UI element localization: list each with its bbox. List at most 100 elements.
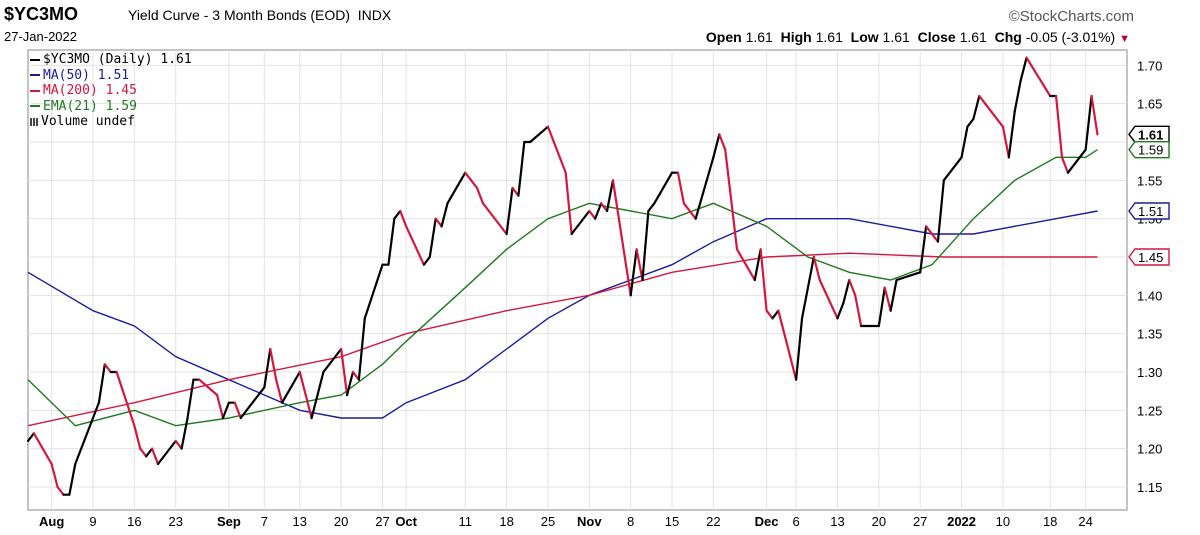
y-tick-label: 1.20 (1137, 442, 1162, 457)
price-segment (629, 248, 638, 297)
price-segment (836, 301, 845, 320)
price-segment (487, 209, 508, 236)
legend-label: $YC3MO (Daily) 1.61 (43, 52, 192, 67)
x-tick-label: 27 (913, 514, 927, 529)
x-tick-label: 13 (830, 514, 844, 529)
price-segment (180, 416, 189, 450)
price-segment (517, 140, 526, 197)
last-value-label: 1.59 (1138, 143, 1163, 158)
price-segment (434, 217, 443, 228)
price-segment (688, 209, 697, 220)
price-segment (446, 171, 467, 205)
price-segment (74, 416, 95, 466)
y-tick-label: 1.55 (1137, 173, 1162, 188)
price-segment (724, 148, 739, 251)
price-segment (676, 171, 685, 205)
legend-entry: $YC3MO (Daily) 1.61 (30, 52, 192, 68)
price-segment (340, 347, 349, 397)
x-tick-label: 20 (334, 514, 348, 529)
price-segment (103, 363, 112, 374)
x-tick-label: 6 (793, 514, 800, 529)
price-segment (600, 202, 609, 213)
price-segment (215, 393, 225, 420)
price-segment (156, 439, 177, 466)
price-segment (422, 255, 431, 266)
price-segment (984, 102, 1005, 128)
price-segment (1007, 110, 1016, 159)
price-segment (298, 370, 307, 397)
down-arrow-icon: ▼ (1119, 33, 1130, 45)
price-segment (694, 156, 715, 220)
price-segment (883, 286, 892, 312)
price-segment (440, 202, 449, 228)
price-segment (759, 248, 768, 312)
price-segment (812, 255, 821, 282)
legend-entry: MA(50) 1.51 (30, 68, 192, 84)
price-segment (795, 317, 804, 381)
price-segment (718, 133, 727, 151)
price-segment (682, 202, 691, 213)
price-segment (263, 347, 272, 389)
brand-logo[interactable]: ©StockCharts.com (1008, 8, 1134, 25)
price-segment (564, 171, 573, 236)
price-segment (771, 309, 780, 320)
x-tick-label: 15 (665, 514, 679, 529)
last-value-label: 1.51 (1138, 204, 1163, 219)
price-segment (712, 133, 721, 159)
legend-label: Volume undef (41, 114, 135, 129)
price-segment (818, 278, 839, 320)
price-segment (239, 386, 266, 420)
y-tick-label: 1.70 (1137, 58, 1162, 73)
legend-swatch (30, 105, 40, 107)
price-segment (647, 202, 656, 213)
price-segment (304, 393, 313, 420)
price-segment (594, 202, 603, 220)
x-tick-label: 8 (627, 514, 634, 529)
price-segment (68, 462, 77, 496)
price-segment (765, 309, 774, 320)
price-segment (139, 447, 148, 458)
symbol[interactable]: $YC3MO (4, 4, 79, 24)
price-segment (221, 401, 230, 420)
instrument-name: Yield Curve - 3 Month Bonds (EOD) INDX (128, 7, 392, 23)
price-segment (275, 378, 284, 404)
price-segment (345, 370, 355, 397)
price-segment (174, 439, 183, 450)
price-segment (393, 209, 402, 220)
price-segment (877, 286, 886, 328)
x-tick-label: 2022 (947, 514, 976, 529)
x-tick-label: Aug (39, 514, 64, 529)
legend-label: EMA(21) 1.59 (43, 98, 137, 114)
x-tick-label: Oct (395, 514, 417, 529)
price-segment (310, 393, 319, 420)
x-tick-label: 16 (127, 514, 141, 529)
price-segment (611, 179, 632, 297)
price-segment (32, 432, 53, 466)
price-segment (316, 370, 325, 397)
price-segment (1084, 94, 1093, 151)
price-segment (558, 156, 567, 174)
chart-header: $YC3MO Yield Curve - 3 Month Bonds (EOD)… (4, 2, 1196, 48)
price-segment (842, 278, 851, 305)
price-segment (198, 378, 219, 397)
price-segment (363, 263, 384, 320)
price-segment (753, 248, 762, 282)
price-segment (357, 317, 366, 381)
price-segment (635, 248, 644, 282)
price-segment (919, 225, 928, 274)
price-segment (91, 401, 101, 420)
price-segment (1013, 79, 1022, 113)
y-tick-label: 1.15 (1137, 480, 1162, 495)
price-segment (186, 378, 195, 420)
legend-entry: EMA(21) 1.59 (30, 99, 192, 115)
price-segment (895, 271, 922, 282)
x-tick-label: 13 (293, 514, 307, 529)
price-segment (233, 401, 242, 420)
price-segment (960, 125, 969, 159)
price-segment (405, 225, 425, 266)
x-tick-label: 22 (706, 514, 720, 529)
y-tick-label: 1.30 (1137, 365, 1162, 380)
price-segment (777, 309, 798, 381)
legend-label: MA(50) 1.51 (43, 67, 130, 83)
